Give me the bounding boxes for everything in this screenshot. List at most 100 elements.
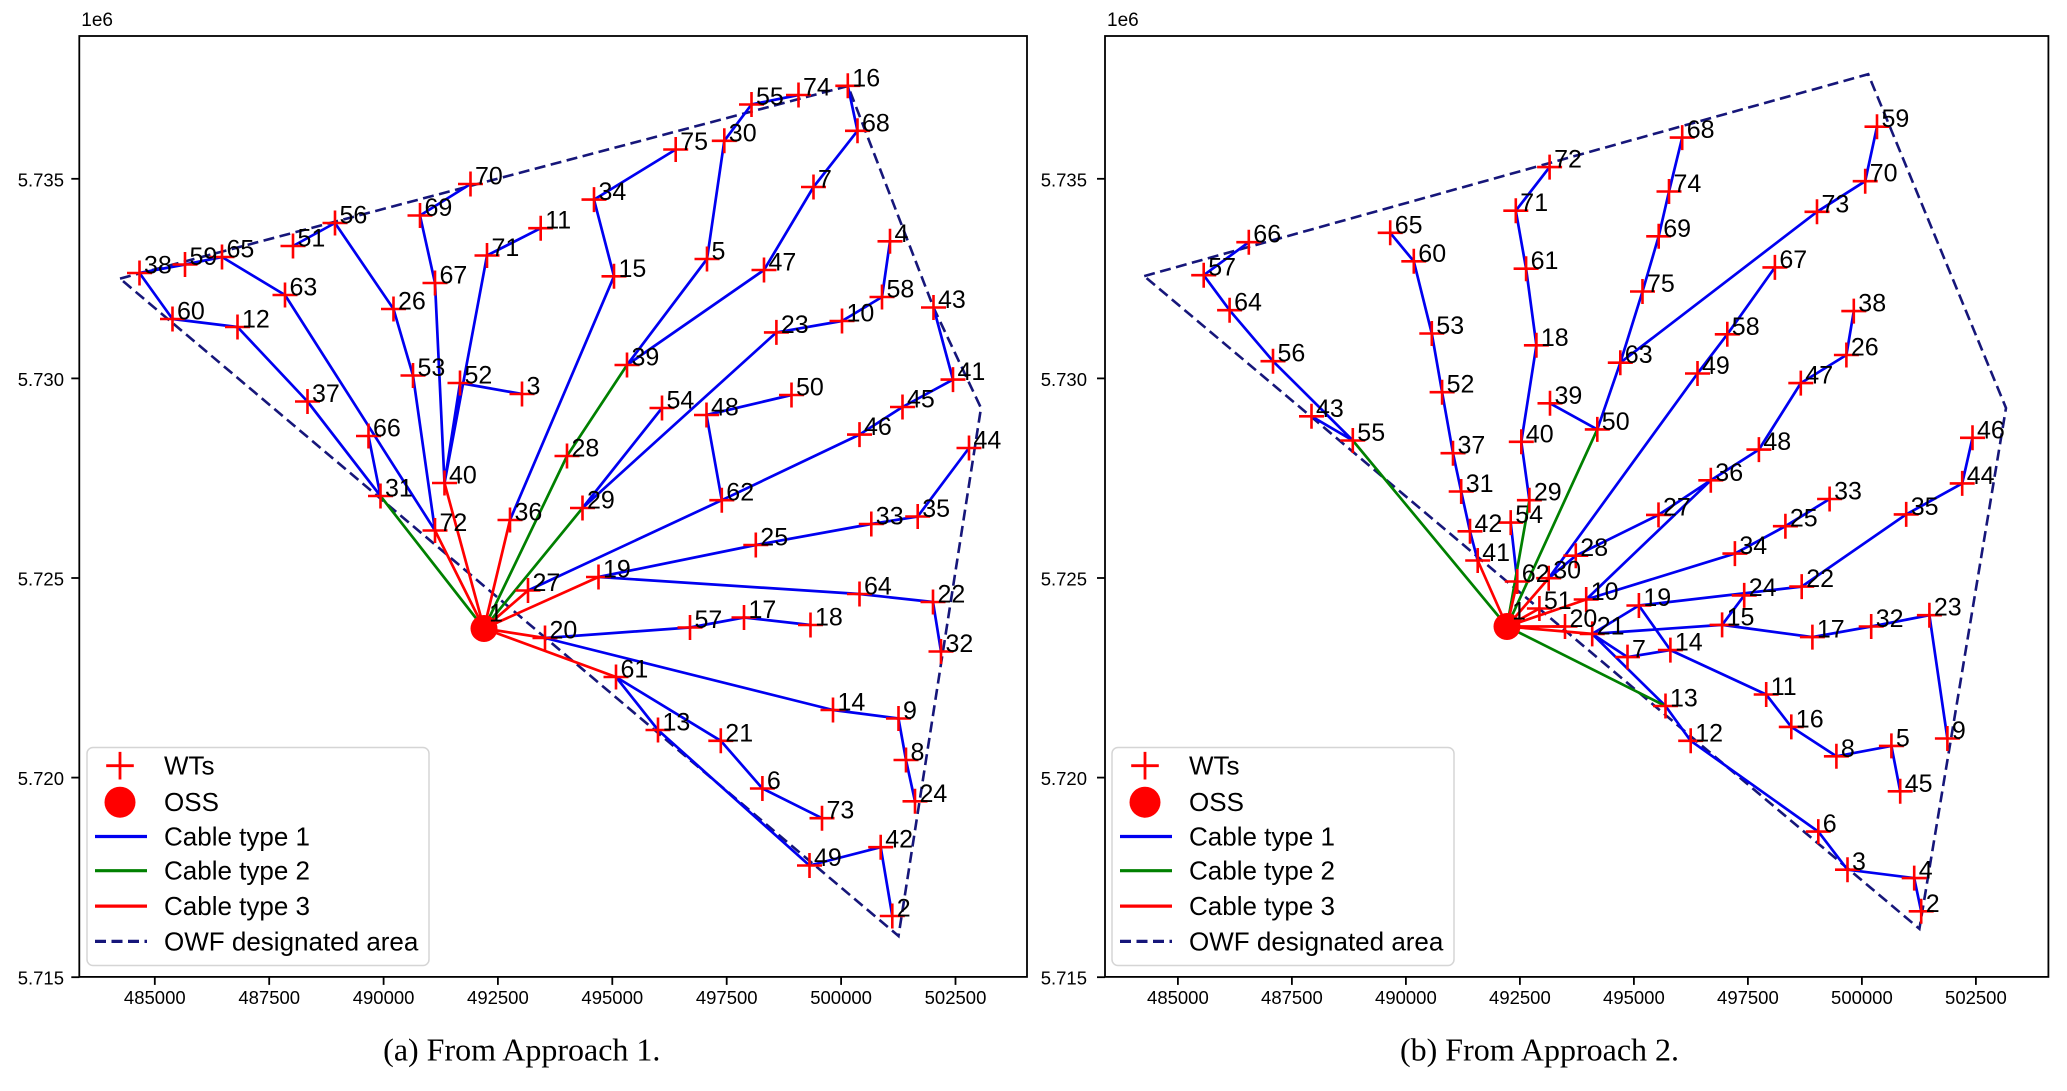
svg-text:Cable type 1: Cable type 1 (164, 822, 310, 852)
svg-text:497500: 497500 (696, 987, 758, 1008)
svg-text:26: 26 (398, 288, 426, 316)
svg-text:31: 31 (1466, 470, 1494, 498)
svg-text:502500: 502500 (925, 987, 987, 1008)
svg-text:32: 32 (946, 630, 974, 658)
svg-text:54: 54 (667, 387, 695, 415)
svg-text:OSS: OSS (164, 787, 219, 817)
svg-text:9: 9 (1952, 717, 1966, 745)
svg-text:44: 44 (974, 427, 1002, 455)
svg-text:12: 12 (1695, 719, 1723, 747)
svg-text:65: 65 (1395, 211, 1423, 239)
svg-text:(b) From Approach 2.: (b) From Approach 2. (1400, 1032, 1679, 1068)
svg-text:75: 75 (1647, 270, 1675, 298)
svg-text:15: 15 (619, 255, 647, 283)
svg-text:502500: 502500 (1945, 987, 2007, 1008)
svg-text:48: 48 (711, 394, 739, 422)
svg-text:68: 68 (1687, 116, 1715, 144)
svg-text:1: 1 (489, 600, 503, 628)
svg-text:500000: 500000 (810, 987, 872, 1008)
svg-text:51: 51 (1544, 587, 1572, 615)
svg-text:10: 10 (1591, 578, 1619, 606)
svg-text:5.735: 5.735 (1041, 169, 1087, 190)
svg-text:8: 8 (1841, 735, 1855, 763)
svg-text:5.730: 5.730 (18, 369, 64, 390)
svg-text:44: 44 (1967, 462, 1995, 490)
svg-text:52: 52 (465, 362, 493, 390)
svg-text:71: 71 (1520, 189, 1548, 217)
svg-text:5.735: 5.735 (18, 169, 64, 190)
svg-text:69: 69 (1663, 215, 1691, 243)
svg-text:69: 69 (425, 194, 453, 222)
svg-text:55: 55 (1357, 419, 1385, 447)
svg-text:7: 7 (818, 166, 832, 194)
svg-text:30: 30 (1553, 557, 1581, 585)
svg-text:47: 47 (1805, 362, 1833, 390)
svg-text:1e6: 1e6 (81, 10, 113, 31)
svg-text:495000: 495000 (1603, 987, 1665, 1008)
svg-text:OSS: OSS (1189, 787, 1244, 817)
svg-text:70: 70 (1870, 160, 1898, 188)
svg-text:497500: 497500 (1717, 987, 1779, 1008)
svg-text:74: 74 (1674, 170, 1702, 198)
svg-text:(a) From Approach 1.: (a) From Approach 1. (383, 1032, 660, 1068)
svg-text:57: 57 (1208, 254, 1236, 282)
svg-text:5.720: 5.720 (1041, 768, 1087, 789)
svg-text:7: 7 (1632, 636, 1646, 664)
svg-text:492500: 492500 (467, 987, 529, 1008)
svg-text:34: 34 (599, 178, 627, 206)
svg-text:16: 16 (852, 64, 880, 92)
svg-text:14: 14 (838, 689, 866, 717)
svg-text:10: 10 (847, 300, 875, 328)
svg-text:60: 60 (1418, 240, 1446, 268)
svg-text:27: 27 (533, 569, 561, 597)
svg-text:45: 45 (1905, 770, 1933, 798)
svg-text:2: 2 (897, 895, 911, 923)
svg-text:14: 14 (1675, 629, 1703, 657)
svg-text:52: 52 (1447, 371, 1475, 399)
svg-text:4: 4 (895, 220, 909, 248)
svg-text:36: 36 (1715, 459, 1743, 487)
svg-text:21: 21 (725, 719, 753, 747)
svg-text:9: 9 (903, 697, 917, 725)
svg-text:43: 43 (938, 286, 966, 314)
svg-text:41: 41 (958, 358, 986, 386)
svg-text:48: 48 (1763, 428, 1791, 456)
svg-text:54: 54 (1515, 501, 1543, 529)
svg-text:63: 63 (290, 274, 318, 302)
svg-text:Cable type 1: Cable type 1 (1189, 822, 1335, 852)
svg-text:492500: 492500 (1489, 987, 1551, 1008)
svg-text:36: 36 (515, 499, 543, 527)
svg-text:68: 68 (862, 109, 890, 137)
svg-text:26: 26 (1851, 334, 1879, 362)
svg-text:41: 41 (1482, 539, 1510, 567)
svg-text:8: 8 (911, 739, 925, 767)
svg-text:29: 29 (587, 487, 615, 515)
svg-text:19: 19 (603, 556, 631, 584)
svg-text:500000: 500000 (1831, 987, 1893, 1008)
svg-text:18: 18 (1541, 324, 1569, 352)
svg-text:3: 3 (1852, 848, 1866, 876)
svg-text:5.715: 5.715 (18, 968, 64, 989)
svg-text:WTs: WTs (164, 751, 215, 781)
svg-text:58: 58 (1732, 313, 1760, 341)
svg-text:17: 17 (1817, 616, 1845, 644)
svg-text:66: 66 (1253, 221, 1281, 249)
svg-text:49: 49 (1702, 352, 1730, 380)
svg-text:5: 5 (1896, 724, 1910, 752)
svg-text:18: 18 (815, 604, 843, 632)
svg-text:17: 17 (749, 596, 777, 624)
svg-text:72: 72 (440, 509, 468, 537)
svg-text:6: 6 (767, 767, 781, 795)
svg-text:13: 13 (663, 709, 691, 737)
svg-text:15: 15 (1727, 603, 1755, 631)
svg-text:487500: 487500 (238, 987, 300, 1008)
svg-text:1: 1 (1512, 598, 1526, 626)
svg-text:64: 64 (1234, 289, 1262, 317)
svg-text:25: 25 (1790, 505, 1818, 533)
svg-text:Cable type 3: Cable type 3 (1189, 891, 1335, 921)
svg-text:50: 50 (796, 374, 824, 402)
svg-text:53: 53 (418, 354, 446, 382)
svg-text:12: 12 (242, 306, 270, 334)
svg-text:73: 73 (827, 797, 855, 825)
svg-text:485000: 485000 (1147, 987, 1209, 1008)
